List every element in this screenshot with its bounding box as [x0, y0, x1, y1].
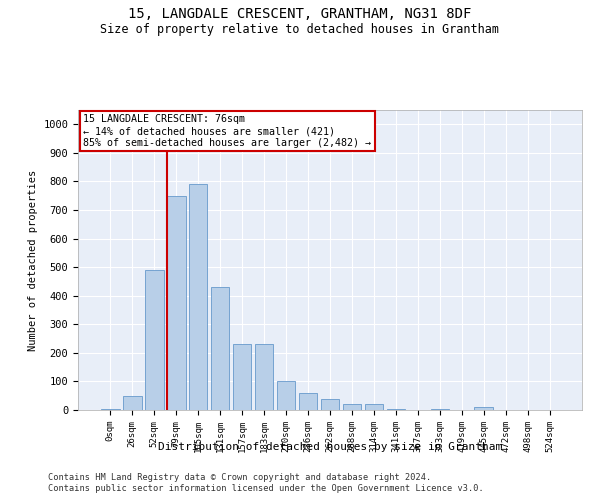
Bar: [431, 408, 449, 410]
Y-axis label: Number of detached properties: Number of detached properties: [28, 170, 38, 350]
Bar: [320, 398, 340, 410]
Bar: [101, 408, 119, 410]
Bar: [255, 344, 274, 410]
Bar: [167, 196, 185, 410]
Text: 15, LANGDALE CRESCENT, GRANTHAM, NG31 8DF: 15, LANGDALE CRESCENT, GRANTHAM, NG31 8D…: [128, 8, 472, 22]
Bar: [299, 393, 317, 410]
Text: Distribution of detached houses by size in Grantham: Distribution of detached houses by size …: [158, 442, 502, 452]
Text: 15 LANGDALE CRESCENT: 76sqm
← 14% of detached houses are smaller (421)
85% of se: 15 LANGDALE CRESCENT: 76sqm ← 14% of det…: [83, 114, 371, 148]
Bar: [189, 184, 208, 410]
Text: Size of property relative to detached houses in Grantham: Size of property relative to detached ho…: [101, 22, 499, 36]
Bar: [123, 396, 142, 410]
Text: Contains HM Land Registry data © Crown copyright and database right 2024.: Contains HM Land Registry data © Crown c…: [48, 472, 431, 482]
Bar: [145, 270, 164, 410]
Text: Contains public sector information licensed under the Open Government Licence v3: Contains public sector information licen…: [48, 484, 484, 493]
Bar: [233, 344, 251, 410]
Bar: [277, 382, 295, 410]
Bar: [386, 408, 405, 410]
Bar: [211, 287, 229, 410]
Bar: [365, 404, 383, 410]
Bar: [475, 407, 493, 410]
Bar: [343, 404, 361, 410]
